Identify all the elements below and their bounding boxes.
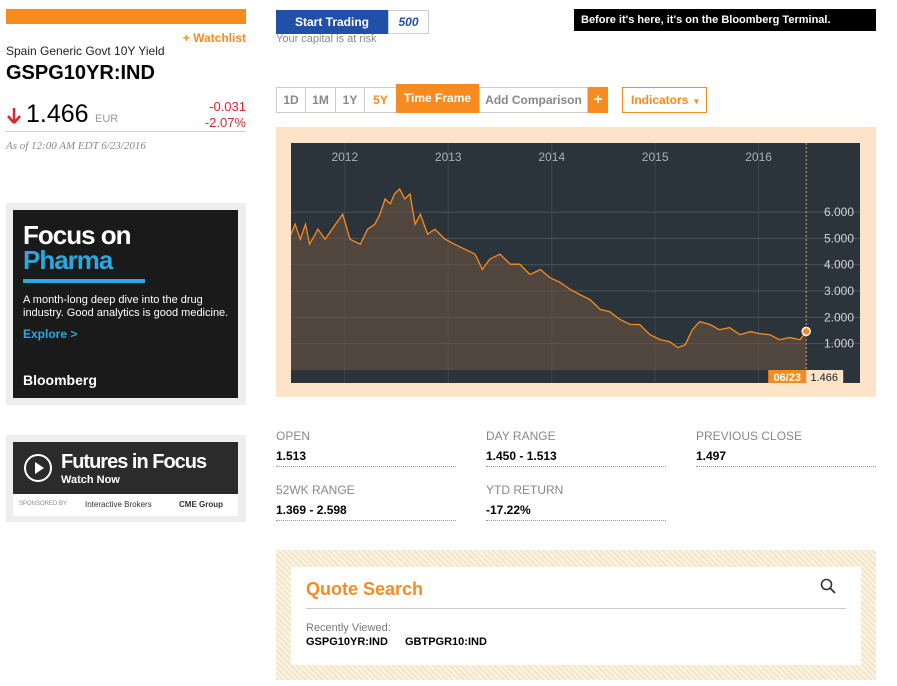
security-name: Spain Generic Govt 10Y Yield [6,44,165,58]
stat-rule [486,520,666,521]
last-point [801,326,811,337]
divider [6,131,246,132]
change-pct: -2.07% [204,115,246,130]
x-tick-label: 2015 [642,150,669,164]
recent-item[interactable]: GSPG10YR:IND [306,636,388,648]
ad-panel: Focus on Pharma A month-long deep dive i… [13,210,238,398]
y-tick-label: 6.000 [824,205,854,219]
x-tick-label: 2013 [435,150,462,164]
stat-rule [486,466,666,467]
price: 1.466 [26,100,89,128]
line [290,187,807,349]
sponsored-by: SPONSORED BY [19,501,68,507]
y-tick-label: 1.000 [824,337,854,351]
search-icon[interactable] [820,578,836,594]
x-tick-label: 2016 [745,150,772,164]
down-arrow [7,108,21,124]
range-button[interactable]: 1D [276,87,306,113]
currency: EUR [95,113,119,125]
ad-rule [23,279,145,283]
accent-bar [6,9,246,24]
y-tick-label: 4.000 [824,258,854,272]
stat-value: 1.513 [276,449,307,463]
y-tick-label: 2.000 [824,310,854,324]
indicators-button[interactable]: Indicators ▼ [622,87,707,113]
stat-label: DAY RANGE [486,429,556,443]
recently-viewed-label: Recently Viewed: [306,622,391,634]
play-icon [24,454,52,482]
range-button[interactable]: 1M [305,87,336,113]
add-button[interactable]: + [588,87,608,113]
watchlist-link[interactable]: + Watchlist [182,31,246,45]
stat-label: 52WK RANGE [276,483,355,497]
stat-rule [276,520,456,521]
time-frame-button[interactable]: Time Frame [396,84,479,113]
risk-note: Your capital is at risk [276,33,377,45]
x-tick-label: 2014 [538,150,565,164]
stat-rule [276,466,456,467]
area [291,188,807,370]
ad-text: A month-long deep dive into the drug ind… [23,294,229,319]
stat-label: YTD RETURN [486,483,564,497]
divider [306,608,846,609]
sponsor: Interactive Brokers [85,500,152,509]
date-label: 06/23 [773,372,801,384]
range-button[interactable]: 5Y [364,87,397,113]
add-comparison[interactable]: Add Comparison [479,87,588,113]
date-box [768,370,807,383]
ad-title: Futures in Focus [61,451,207,473]
sponsor: CME Group [179,500,223,509]
ad-cta: Watch Now [61,474,120,486]
stat-value: 1.369 - 2.598 [276,503,347,517]
recent-item[interactable]: GBTPGR10:IND [405,636,487,648]
ad-title: Focus on [23,220,132,250]
terminal-banner[interactable]: Before it's here, it's on the Bloomberg … [574,9,876,31]
ad-title: Pharma [23,245,113,275]
quote-search-panel: Quote Search Recently Viewed: GSPG10YR:I… [291,567,861,665]
ticker: GSPG10YR:IND [6,62,155,84]
as-of: As of 12:00 AM EDT 6/23/2016 [6,140,146,152]
quote-search: Quote Search Recently Viewed: GSPG10YR:I… [276,550,876,680]
stat-value: 1.450 - 1.513 [486,449,557,463]
stat-label: OPEN [276,429,311,443]
value-box [806,370,844,383]
chart-frame: 2012 2013 2014 2015 2016 1.000 2.000 3.000 4.000… [276,127,876,397]
change: -0.031 [209,99,246,114]
x-tick-label: 2012 [331,150,358,164]
stat-value: 1.497 [696,449,727,463]
y-tick-label: 3.000 [824,284,854,298]
stat-value: -17.22% [486,503,531,517]
stat-label: PREVIOUS CLOSE [696,429,803,443]
range-button[interactable]: 1Y [335,87,365,113]
ad-panel: Futures in Focus Watch Now [13,442,238,494]
indicators-label: Indicators [631,93,689,107]
ad-futures[interactable]: Futures in Focus Watch Now SPONSORED BY … [6,435,246,522]
y-tick-label: 5.000 [824,231,854,245]
value-label: 1.466 [810,372,838,384]
badge[interactable]: 500 [388,10,429,34]
ad-cta[interactable]: Explore > [23,327,78,341]
stat-rule [696,466,876,467]
ad-brand: Bloomberg [23,372,97,388]
ad-sponsors: SPONSORED BY Interactive Brokers CME Gro… [13,494,238,516]
start-trading-button[interactable]: Start Trading [276,10,388,34]
ad-pharma[interactable]: Focus on Pharma A month-long deep dive i… [6,203,246,405]
chart: 2012 2013 2014 2015 2016 1.000 2.000 3.000 4.000… [290,143,860,384]
quote-search-title: Quote Search [306,579,424,599]
